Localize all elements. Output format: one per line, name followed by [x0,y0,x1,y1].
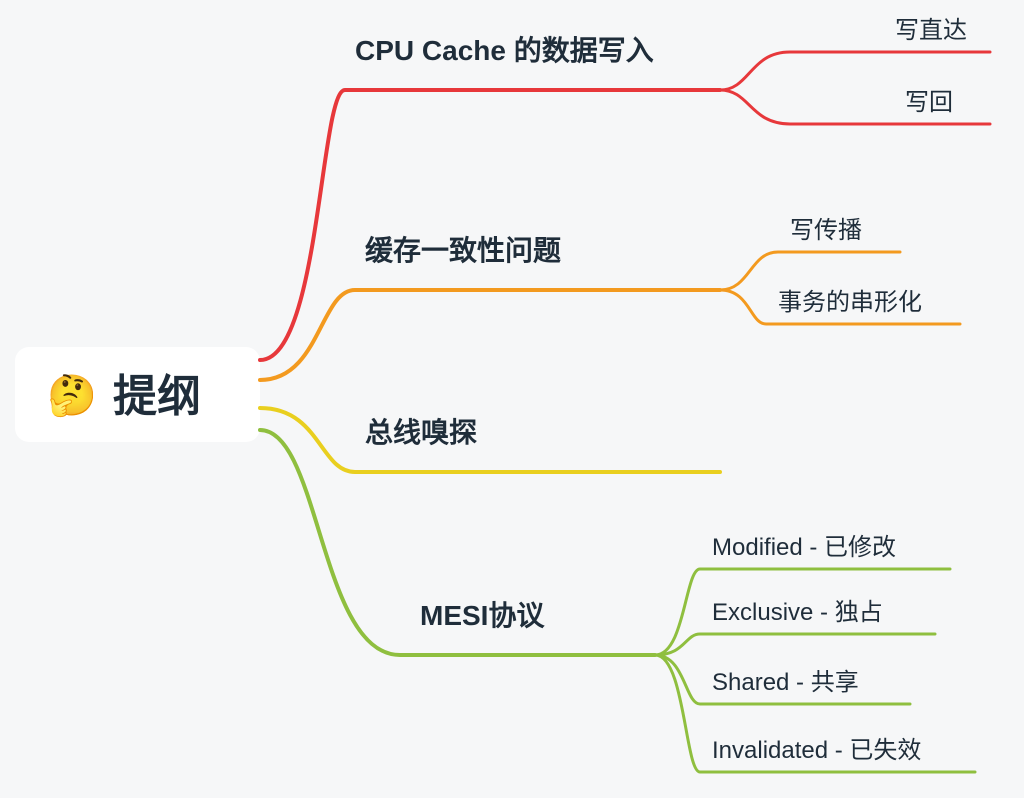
leaf-label: 写回 [905,89,953,116]
root-label: 提纲 [113,372,201,421]
branch-connector [260,408,720,472]
leaf-label: Invalidated - 已失效 [712,737,921,764]
leaf-label: Modified - 已修改 [712,534,896,561]
leaf-connector [720,52,990,90]
leaf-label: Shared - 共享 [712,669,859,696]
branch-label: CPU Cache 的数据写入 [355,34,654,66]
leaf-label: 写传播 [790,217,862,244]
branch-label: 总线嗅探 [365,417,477,448]
branch-connector [260,290,720,380]
branch-label: MESI协议 [420,600,545,631]
leaf-label: 写直达 [895,17,967,44]
branch-connector [260,90,720,360]
leaf-connector [655,634,935,655]
root-emoji: 🤔 [47,374,97,418]
leaf-label: Exclusive - 独占 [712,599,883,626]
leaf-label: 事务的串形化 [778,289,922,316]
branch-label: 缓存一致性问题 [365,234,561,266]
leaf-connector [720,252,900,290]
